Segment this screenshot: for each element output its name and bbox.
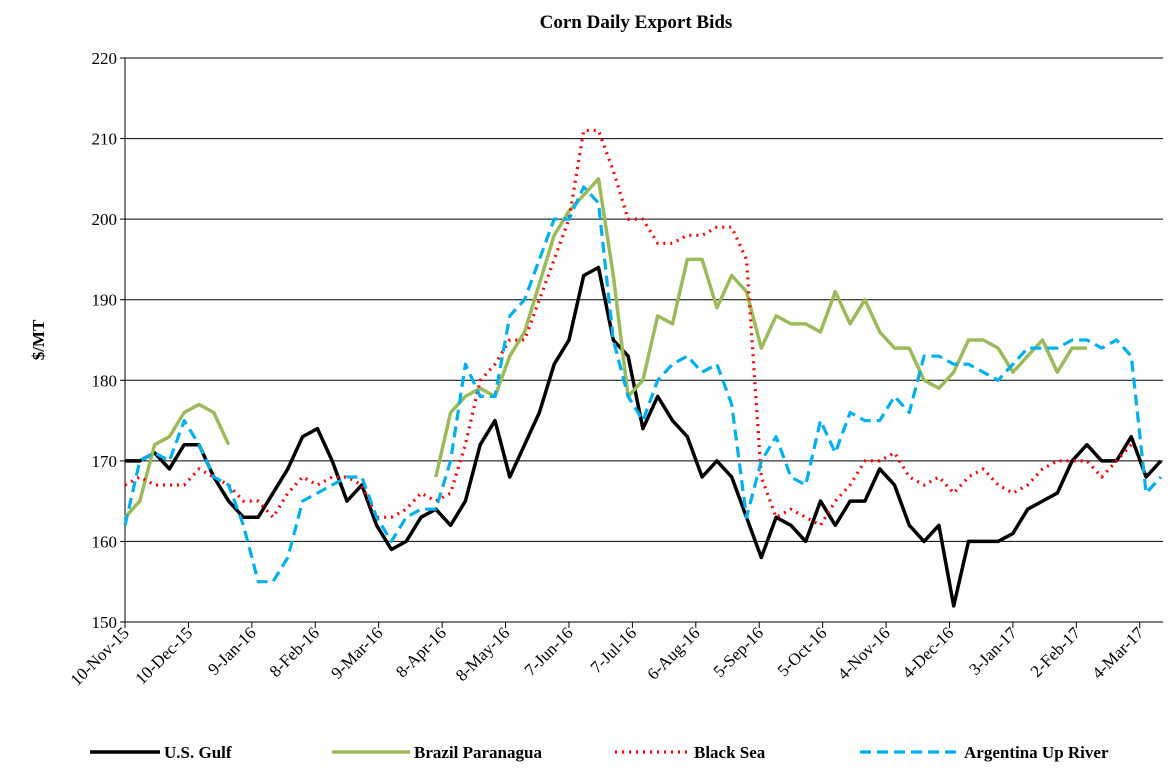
x-tick-label: 10-Nov-15 bbox=[67, 623, 133, 689]
y-axis-label: $/MT bbox=[29, 319, 48, 360]
y-tick-label: 200 bbox=[92, 210, 118, 229]
chart-title: Corn Daily Export Bids bbox=[540, 12, 733, 33]
x-tick-label: 9-Jan-16 bbox=[204, 623, 259, 678]
x-tick-label: 2-Feb-17 bbox=[1027, 623, 1085, 681]
y-tick-label: 220 bbox=[92, 49, 118, 68]
x-tick-label: 5-Sep-16 bbox=[710, 623, 768, 681]
x-tick-label: 9-Mar-16 bbox=[327, 623, 386, 682]
x-tick-label: 7-Jun-16 bbox=[521, 623, 577, 679]
x-tick-label: 4-Dec-16 bbox=[898, 623, 957, 682]
y-tick-label: 210 bbox=[92, 130, 118, 149]
y-tick-label: 170 bbox=[92, 452, 118, 471]
series-line bbox=[124, 128, 1133, 527]
x-tick-label: 4-Nov-16 bbox=[834, 623, 894, 683]
x-tick-label: 8-May-16 bbox=[452, 623, 514, 685]
y-tick-label: 190 bbox=[92, 291, 118, 310]
series-line bbox=[123, 185, 1163, 584]
legend-label: Black Sea bbox=[694, 743, 766, 762]
x-tick-label: 7-Jul-16 bbox=[587, 623, 641, 677]
y-tick-label: 160 bbox=[92, 532, 118, 551]
legend-label: Brazil Paranagua bbox=[414, 743, 542, 762]
x-tick-label: 5-Oct-16 bbox=[774, 623, 831, 680]
legend-label: Argentina Up River bbox=[964, 743, 1109, 762]
x-tick-label: 4-Mar-17 bbox=[1088, 623, 1148, 683]
y-tick-label: 150 bbox=[92, 613, 118, 632]
legend-label: U.S. Gulf bbox=[164, 743, 232, 762]
x-tick-label: 6-Aug-16 bbox=[643, 623, 703, 683]
y-tick-label: 180 bbox=[92, 371, 118, 390]
x-tick-label: 3-Jan-17 bbox=[965, 623, 1021, 679]
x-tick-label: 10-Dec-15 bbox=[131, 623, 196, 688]
x-tick-label: 8-Apr-16 bbox=[392, 623, 450, 681]
series-line bbox=[123, 177, 1087, 519]
x-tick-label: 8-Feb-16 bbox=[266, 623, 324, 681]
series-line bbox=[125, 265, 1163, 608]
